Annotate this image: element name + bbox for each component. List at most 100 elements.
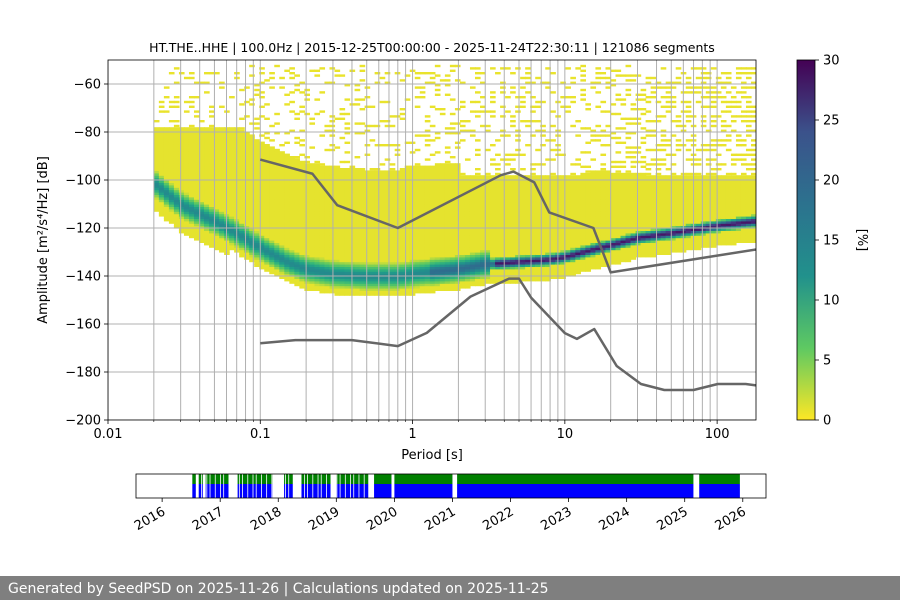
heatmap-cell [550,240,556,243]
heatmap-cell [158,177,165,181]
heatmap-cell [264,235,270,239]
heatmap-cell [173,129,180,133]
heatmap-cell [259,261,265,265]
heatmap-cell [299,276,305,279]
heatmap-cell [545,81,551,84]
heatmap-cell [229,189,235,193]
heatmap-cell [585,187,592,191]
heatmap-cell [515,228,521,231]
heatmap-cell [600,256,607,260]
heatmap-cell [500,237,506,241]
heatmap-cell [520,242,526,246]
heatmap-cell [183,208,190,212]
heatmap-cell [369,285,376,289]
heatmap-cell [369,268,376,272]
heatmap-cell [444,180,451,183]
heatmap-cell [495,268,501,272]
heatmap-cell [570,206,576,210]
heatmap-cell [575,271,581,275]
heatmap-cell [419,254,426,258]
heatmap-cell [369,244,376,248]
heatmap-cell [369,208,376,212]
heatmap-cell [485,211,491,215]
heatmap-cell [178,201,185,205]
heatmap-cell [329,184,336,188]
heatmap-cell [389,206,396,210]
heatmap-cell [239,148,245,152]
heatmap-cell [344,112,351,116]
heatmap-cell [560,261,566,265]
heatmap-cell [379,290,386,294]
heatmap-cell [404,235,411,239]
heatmap-cell [359,252,366,255]
heatmap-cell [545,235,551,239]
heatmap-cell [485,278,491,282]
heatmap-cell [580,151,586,154]
heatmap-cell [429,288,436,291]
heatmap-cell [434,256,441,260]
heatmap-cell [590,86,597,89]
heatmap-cell [384,216,391,219]
heatmap-cell [600,242,607,246]
heatmap-cell [580,187,586,191]
heatmap-cell [199,132,205,135]
heatmap-cell [188,96,195,99]
heatmap-cell [459,285,466,289]
heatmap-cell [304,196,310,200]
heatmap-cell [540,194,546,198]
heatmap-cell [269,235,275,239]
heatmap-cell [500,247,506,251]
heatmap-cell [314,196,321,200]
heatmap-cell [495,182,501,186]
heatmap-cell [309,216,316,219]
heatmap-cell [379,163,386,166]
heatmap-cell [605,235,612,239]
heatmap-cell [495,273,501,277]
heatmap-cell [490,235,496,239]
heatmap-cell [464,235,471,239]
heatmap-cell [279,189,285,193]
heatmap-cell [535,120,541,123]
heatmap-cell [510,204,516,207]
heatmap-cell [354,225,361,229]
heatmap-cell [193,189,200,193]
heatmap-cell [183,168,190,171]
heatmap-cell [279,165,285,169]
heatmap-cell [259,249,265,253]
heatmap-cell [329,218,336,222]
heatmap-cell [449,249,456,253]
heatmap-cell [359,254,366,258]
heatmap-cell [565,213,571,217]
heatmap-cell [284,261,290,265]
heatmap-cell [153,141,160,145]
heatmap-cell [434,247,441,251]
heatmap-cell [344,84,351,87]
heatmap-cell [324,271,331,275]
heatmap-cell [384,218,391,222]
heatmap-cell [254,230,260,234]
heatmap-cell [289,204,295,207]
heatmap-cell [178,148,185,152]
heatmap-cell [264,151,270,155]
heatmap-cell [249,237,255,241]
heatmap-cell [535,278,541,282]
heatmap-cell [505,96,511,99]
heatmap-cell [274,160,280,164]
heatmap-cell [153,148,160,152]
heatmap-cell [444,232,451,236]
heatmap-cell [269,189,275,193]
heatmap-cell [525,232,531,236]
heatmap-cell [158,199,165,203]
heatmap-cell [590,192,597,195]
heatmap-cell [570,184,576,188]
heatmap-cell [274,206,280,210]
heatmap-cell [214,139,220,143]
heatmap-cell [459,244,466,248]
heatmap-cell [339,268,346,272]
heatmap-cell [464,182,471,186]
heatmap-cell [214,240,220,243]
heatmap-cell [374,271,381,275]
heatmap-cell [399,211,406,215]
heatmap-cell [183,228,190,231]
heatmap-cell [610,177,617,181]
